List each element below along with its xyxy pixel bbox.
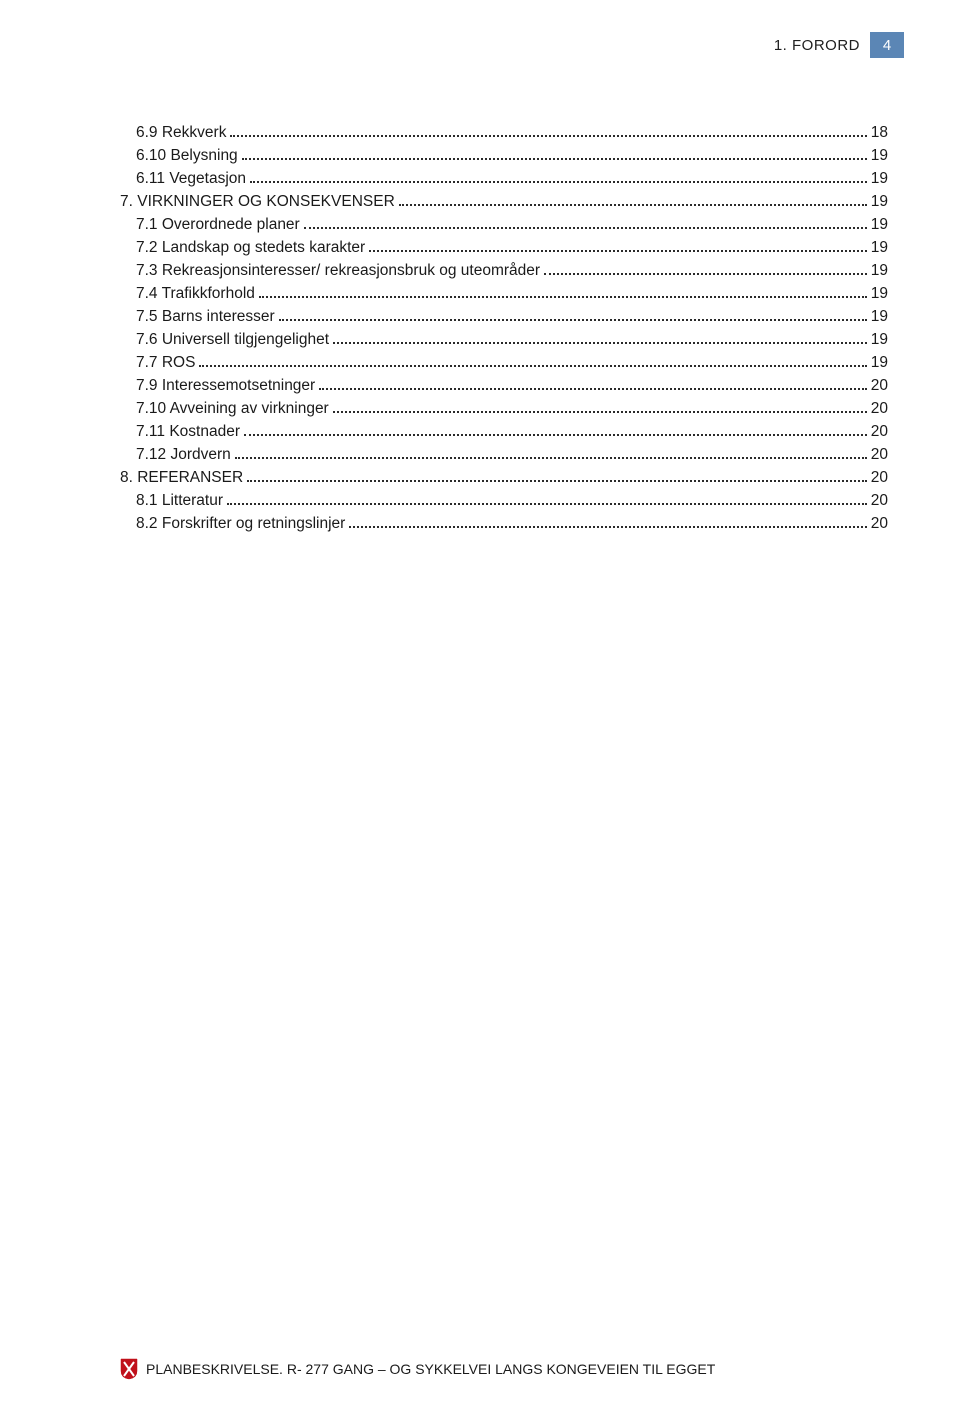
toc-leader-dots (544, 267, 867, 275)
toc-entry: 7.1 Overordnede planer 19 (120, 216, 888, 234)
toc-entry-label: 6.11 Vegetasjon (136, 170, 246, 188)
toc-entry-label: 7.5 Barns interesser (136, 308, 275, 326)
toc-entry-label: 7.9 Interessemotsetninger (136, 377, 315, 395)
toc-leader-dots (349, 520, 866, 528)
toc-leader-dots (333, 336, 867, 344)
page-header: 1. FORORD 4 (774, 32, 904, 58)
toc-entry: 6.9 Rekkverk 18 (120, 124, 888, 142)
toc-entry-page: 19 (871, 170, 888, 188)
toc-entry: 8.2 Forskrifter og retningslinjer 20 (120, 515, 888, 533)
header-page-number-badge: 4 (870, 32, 904, 58)
toc-entry-page: 19 (871, 262, 888, 280)
toc-entry: 7.12 Jordvern 20 (120, 446, 888, 464)
toc-entry-label: 7.12 Jordvern (136, 446, 231, 464)
toc-entry-page: 19 (871, 216, 888, 234)
page: 1. FORORD 4 6.9 Rekkverk 18 6.10 Belysning… (0, 0, 960, 1422)
toc-entry: 6.10 Belysning 19 (120, 147, 888, 165)
toc-entry-page: 19 (871, 285, 888, 303)
toc-entry-label: 7.11 Kostnader (136, 423, 240, 441)
toc-entry-page: 20 (871, 515, 888, 533)
toc-leader-dots (369, 244, 867, 252)
toc-entry-page: 20 (871, 469, 888, 487)
toc-entry: 7.2 Landskap og stedets karakter 19 (120, 239, 888, 257)
toc-leader-dots (235, 451, 867, 459)
toc-entry-page: 20 (871, 446, 888, 464)
toc-leader-dots (250, 175, 867, 183)
toc-entry: 7.6 Universell tilgjengelighet 19 (120, 331, 888, 349)
toc-entry-label: 7.4 Trafikkforhold (136, 285, 255, 303)
toc-leader-dots (279, 313, 867, 321)
toc-entry-label: 8. REFERANSER (120, 469, 243, 487)
toc-entry-label: 6.9 Rekkverk (136, 124, 226, 142)
toc-entry-page: 20 (871, 377, 888, 395)
shield-icon (120, 1358, 138, 1380)
toc-entry-page: 20 (871, 400, 888, 418)
page-footer: PLANBESKRIVELSE. R- 277 GANG – OG SYKKEL… (120, 1358, 888, 1380)
toc-entry-label: 7. VIRKNINGER OG KONSEKVENSER (120, 193, 395, 211)
footer-text: PLANBESKRIVELSE. R- 277 GANG – OG SYKKEL… (146, 1361, 715, 1377)
toc-leader-dots (333, 405, 867, 413)
toc-entry: 7.10 Avveining av virkninger 20 (120, 400, 888, 418)
toc-entry-page: 18 (871, 124, 888, 142)
toc-leader-dots (319, 382, 867, 390)
toc-entry-page: 19 (871, 308, 888, 326)
toc-entry: 7.11 Kostnader 20 (120, 423, 888, 441)
toc-entry: 7. VIRKNINGER OG KONSEKVENSER 19 (120, 193, 888, 211)
toc-entry-label: 8.1 Litteratur (136, 492, 223, 510)
toc-entry-page: 19 (871, 331, 888, 349)
toc-entry: 6.11 Vegetasjon 19 (120, 170, 888, 188)
toc-leader-dots (399, 198, 867, 206)
toc-entry-label: 7.1 Overordnede planer (136, 216, 300, 234)
toc-entry-page: 20 (871, 492, 888, 510)
toc-entry: 7.3 Rekreasjonsinteresser/ rekreasjonsbr… (120, 262, 888, 280)
table-of-contents: 6.9 Rekkverk186.10 Belysning196.11 Veget… (120, 124, 888, 533)
toc-leader-dots (242, 152, 867, 160)
header-section-label: 1. FORORD (774, 37, 860, 54)
toc-entry-label: 7.6 Universell tilgjengelighet (136, 331, 329, 349)
toc-entry: 8.1 Litteratur 20 (120, 492, 888, 510)
toc-leader-dots (227, 497, 867, 505)
toc-leader-dots (247, 474, 867, 482)
toc-entry-label: 7.10 Avveining av virkninger (136, 400, 329, 418)
toc-leader-dots (304, 221, 867, 229)
toc-entry: 8. REFERANSER 20 (120, 469, 888, 487)
toc-entry-page: 20 (871, 423, 888, 441)
toc-entry-page: 19 (871, 239, 888, 257)
toc-leader-dots (244, 428, 867, 436)
toc-entry: 7.9 Interessemotsetninger 20 (120, 377, 888, 395)
toc-entry-page: 19 (871, 193, 888, 211)
toc-entry-label: 8.2 Forskrifter og retningslinjer (136, 515, 345, 533)
toc-entry-label: 7.7 ROS (136, 354, 195, 372)
toc-entry: 7.7 ROS 19 (120, 354, 888, 372)
toc-leader-dots (230, 129, 866, 137)
toc-entry-label: 7.3 Rekreasjonsinteresser/ rekreasjonsbr… (136, 262, 540, 280)
toc-entry-page: 19 (871, 147, 888, 165)
toc-leader-dots (199, 359, 866, 367)
toc-entry: 7.4 Trafikkforhold 19 (120, 285, 888, 303)
toc-entry-label: 6.10 Belysning (136, 147, 238, 165)
toc-entry: 7.5 Barns interesser 19 (120, 308, 888, 326)
toc-entry-page: 19 (871, 354, 888, 372)
toc-leader-dots (259, 290, 867, 298)
toc-entry-label: 7.2 Landskap og stedets karakter (136, 239, 365, 257)
